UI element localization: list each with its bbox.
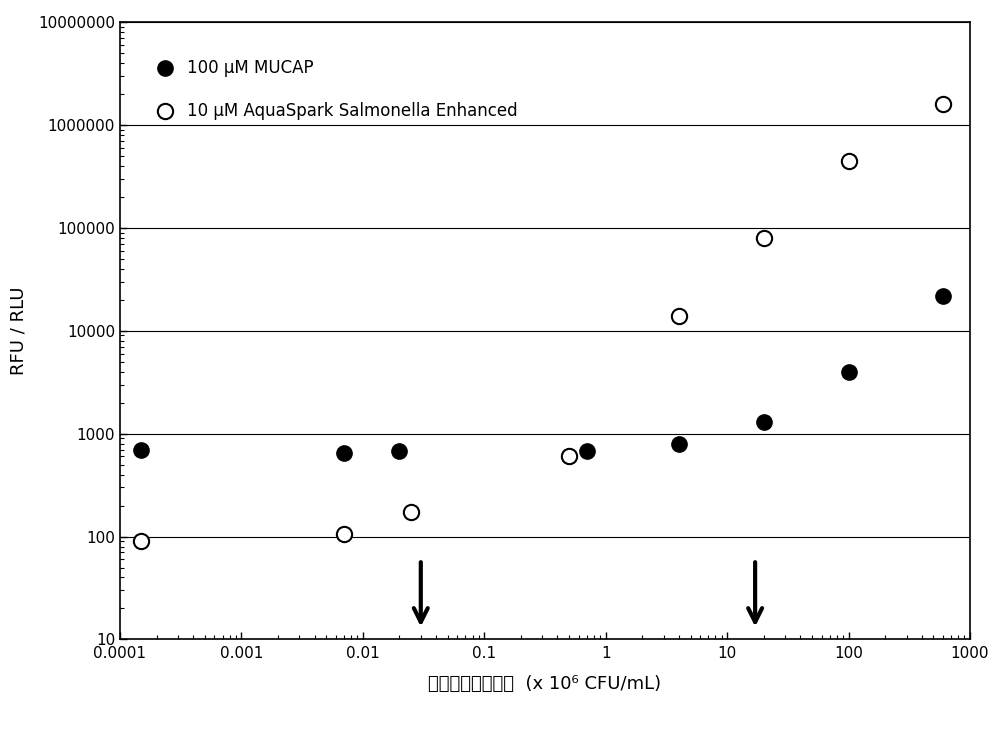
10 μM AquaSpark Salmonella Enhanced: [403, 506, 419, 517]
10 μM AquaSpark Salmonella Enhanced: [561, 451, 577, 462]
100 μM MUCAP: [756, 416, 772, 428]
10 μM AquaSpark Salmonella Enhanced: [133, 535, 149, 547]
10 μM AquaSpark Salmonella Enhanced: [841, 155, 857, 167]
100 μM MUCAP: [935, 290, 951, 301]
100 μM MUCAP: [561, 451, 577, 462]
X-axis label: 沙门氏菌细胞浓度  (x 10⁶ CFU/mL): 沙门氏菌细胞浓度 (x 10⁶ CFU/mL): [428, 675, 662, 693]
100 μM MUCAP: [336, 447, 352, 459]
100 μM MUCAP: [133, 444, 149, 456]
100 μM MUCAP: [841, 366, 857, 378]
100 μM MUCAP: [391, 445, 407, 456]
10 μM AquaSpark Salmonella Enhanced: [935, 98, 951, 110]
Y-axis label: RFU / RLU: RFU / RLU: [9, 287, 27, 375]
100 μM MUCAP: [671, 438, 687, 450]
10 μM AquaSpark Salmonella Enhanced: [756, 232, 772, 244]
Legend: 100 μM MUCAP, 10 μM AquaSpark Salmonella Enhanced: 100 μM MUCAP, 10 μM AquaSpark Salmonella…: [140, 42, 534, 137]
100 μM MUCAP: [579, 445, 595, 456]
10 μM AquaSpark Salmonella Enhanced: [336, 528, 352, 540]
10 μM AquaSpark Salmonella Enhanced: [671, 310, 687, 322]
